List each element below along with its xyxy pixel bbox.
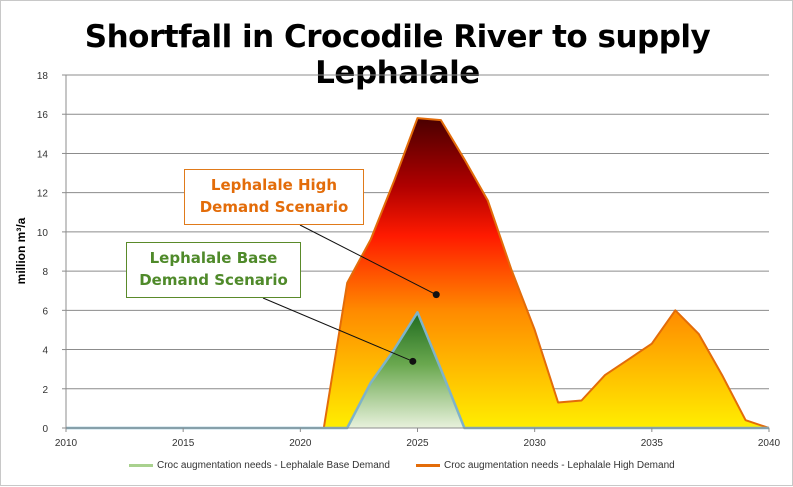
annotation-high-line2: Demand Scenario [199, 198, 349, 216]
annotation-high-demand: Lephalale High Demand Scenario [184, 169, 364, 225]
annotation-dot [432, 291, 440, 299]
annotation-high-line1: Lephalale High [210, 176, 338, 194]
y-tick-label: 2 [42, 385, 48, 396]
legend-swatch-base [129, 464, 153, 467]
x-tick-label: 2010 [55, 438, 78, 449]
y-tick-label: 4 [42, 346, 48, 357]
legend-label-base: Croc augmentation needs - Lephalale Base… [157, 460, 390, 471]
series-line-base-demand [66, 311, 769, 430]
y-tick-label: 16 [37, 110, 49, 121]
chart-title: Shortfall in Crocodile River to supply L… [84, 19, 711, 91]
y-tick-label: 0 [42, 424, 48, 435]
legend-swatch-high [416, 464, 440, 467]
annotation-pointer [299, 224, 437, 296]
y-axis-label: million m³/a [14, 217, 28, 284]
x-tick-label: 2025 [406, 438, 429, 449]
y-tick-label: 14 [37, 149, 49, 160]
area-high-demand [66, 118, 769, 428]
x-tick-label: 2015 [172, 438, 195, 449]
y-tick-label: 10 [37, 228, 49, 239]
x-tick-label: 2040 [758, 438, 781, 449]
y-tick-label: 6 [42, 306, 48, 317]
y-tick-label: 8 [42, 267, 48, 278]
legend-label-high: Croc augmentation needs - Lephalale High… [444, 460, 675, 471]
area-base-demand [66, 312, 769, 428]
legend: Croc augmentation needs - Lephalale Base… [1, 458, 793, 478]
annotation-dot [409, 357, 417, 365]
x-tick-label: 2030 [524, 438, 547, 449]
x-tick-label: 2020 [289, 438, 312, 449]
legend-item-base-demand: Croc augmentation needs - Lephalale Base… [129, 460, 390, 471]
x-tick-label: 2035 [641, 438, 664, 449]
annotation-base-line1: Lephalale Base [149, 249, 278, 267]
annotation-pointer [262, 297, 414, 362]
y-tick-label: 18 [37, 71, 49, 82]
y-tick-label: 12 [37, 189, 49, 200]
series-line-high-demand [66, 117, 770, 429]
legend-item-high-demand: Croc augmentation needs - Lephalale High… [416, 460, 675, 471]
annotation-base-line2: Demand Scenario [139, 271, 288, 289]
annotation-base-demand: Lephalale Base Demand Scenario [126, 242, 301, 298]
